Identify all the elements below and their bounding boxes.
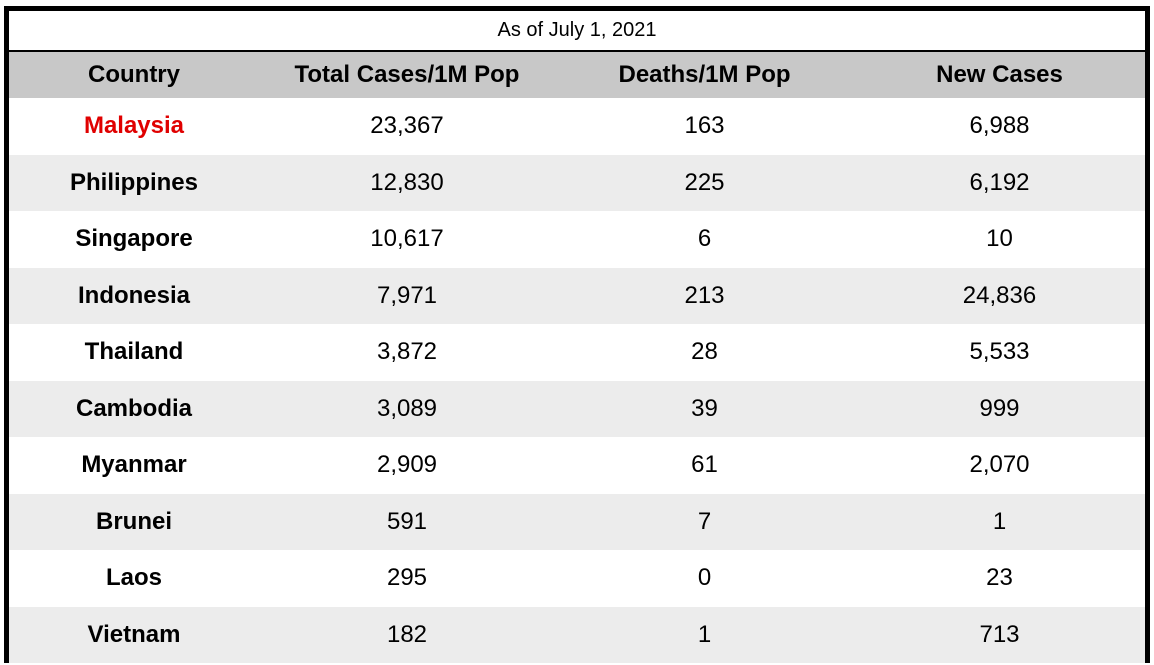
table-body: Malaysia 23,367 163 6,988 Philippines 12,830 2… <box>9 98 1145 663</box>
table-row: Brunei 591 7 1 <box>9 493 1145 550</box>
deaths-cell: 225 <box>684 168 725 196</box>
table-row: Thailand 3,872 28 5,533 <box>9 324 1145 381</box>
new-cases-cell: 999 <box>979 394 1020 422</box>
total-cases-cell: 10,617 <box>370 225 444 253</box>
data-table: Country Total Cases/1M Pop Deaths/1M Pop… <box>9 52 1145 663</box>
total-cases-cell: 3,089 <box>376 394 438 422</box>
total-cases-cell: 591 <box>386 507 428 535</box>
total-cases-cell: 23,367 <box>370 112 444 140</box>
table-row: Vietnam 182 1 713 <box>9 606 1145 663</box>
new-cases-cell: 6,192 <box>969 168 1030 196</box>
new-cases-cell: 10 <box>986 225 1013 253</box>
deaths-cell: 0 <box>697 564 712 592</box>
deaths-cell: 61 <box>691 451 718 479</box>
column-header-deaths: Deaths/1M Pop <box>618 61 791 88</box>
deaths-cell: 39 <box>691 394 718 422</box>
deaths-cell: 28 <box>691 338 718 366</box>
total-cases-cell: 7,971 <box>376 281 438 309</box>
country-cell: Thailand <box>84 338 184 366</box>
deaths-cell: 163 <box>684 112 725 140</box>
total-cases-cell: 12,830 <box>370 168 444 196</box>
deaths-cell: 1 <box>697 620 712 648</box>
total-cases-cell: 295 <box>386 564 428 592</box>
column-header-new-cases: New Cases <box>936 61 1063 88</box>
country-cell: Singapore <box>75 225 193 253</box>
deaths-cell: 6 <box>697 225 712 253</box>
table-row: Laos 295 0 23 <box>9 550 1145 607</box>
column-header-country: Country <box>88 61 180 88</box>
column-header-total-cases: Total Cases/1M Pop <box>294 61 520 88</box>
country-cell: Myanmar <box>81 451 187 479</box>
table-row: Singapore 10,617 6 10 <box>9 211 1145 268</box>
new-cases-cell: 2,070 <box>969 451 1030 479</box>
country-cell: Malaysia <box>83 112 185 140</box>
country-cell: Vietnam <box>87 620 181 648</box>
table-row: Cambodia 3,089 39 999 <box>9 380 1145 437</box>
country-cell: Laos <box>105 564 162 592</box>
new-cases-cell: 5,533 <box>969 338 1030 366</box>
new-cases-cell: 713 <box>979 620 1020 648</box>
new-cases-cell: 1 <box>992 507 1007 535</box>
deaths-cell: 213 <box>684 281 725 309</box>
table-frame: As of July 1, 2021 Country Total Cases/1… <box>4 6 1150 663</box>
table-caption: As of July 1, 2021 <box>9 11 1145 52</box>
table-row: Philippines 12,830 225 6,192 <box>9 154 1145 211</box>
total-cases-cell: 3,872 <box>376 338 438 366</box>
country-cell: Brunei <box>95 507 172 535</box>
total-cases-cell: 2,909 <box>376 451 438 479</box>
country-cell: Philippines <box>69 168 198 196</box>
header-row: Country Total Cases/1M Pop Deaths/1M Pop… <box>9 52 1145 98</box>
table-row: Indonesia 7,971 213 24,836 <box>9 267 1145 324</box>
country-cell: Indonesia <box>77 281 191 309</box>
table-row: Myanmar 2,909 61 2,070 <box>9 437 1145 494</box>
new-cases-cell: 6,988 <box>969 112 1030 140</box>
country-cell: Cambodia <box>75 394 192 422</box>
table-row: Malaysia 23,367 163 6,988 <box>9 98 1145 155</box>
deaths-cell: 7 <box>697 507 712 535</box>
total-cases-cell: 182 <box>386 620 428 648</box>
new-cases-cell: 23 <box>986 564 1013 592</box>
new-cases-cell: 24,836 <box>962 281 1037 309</box>
